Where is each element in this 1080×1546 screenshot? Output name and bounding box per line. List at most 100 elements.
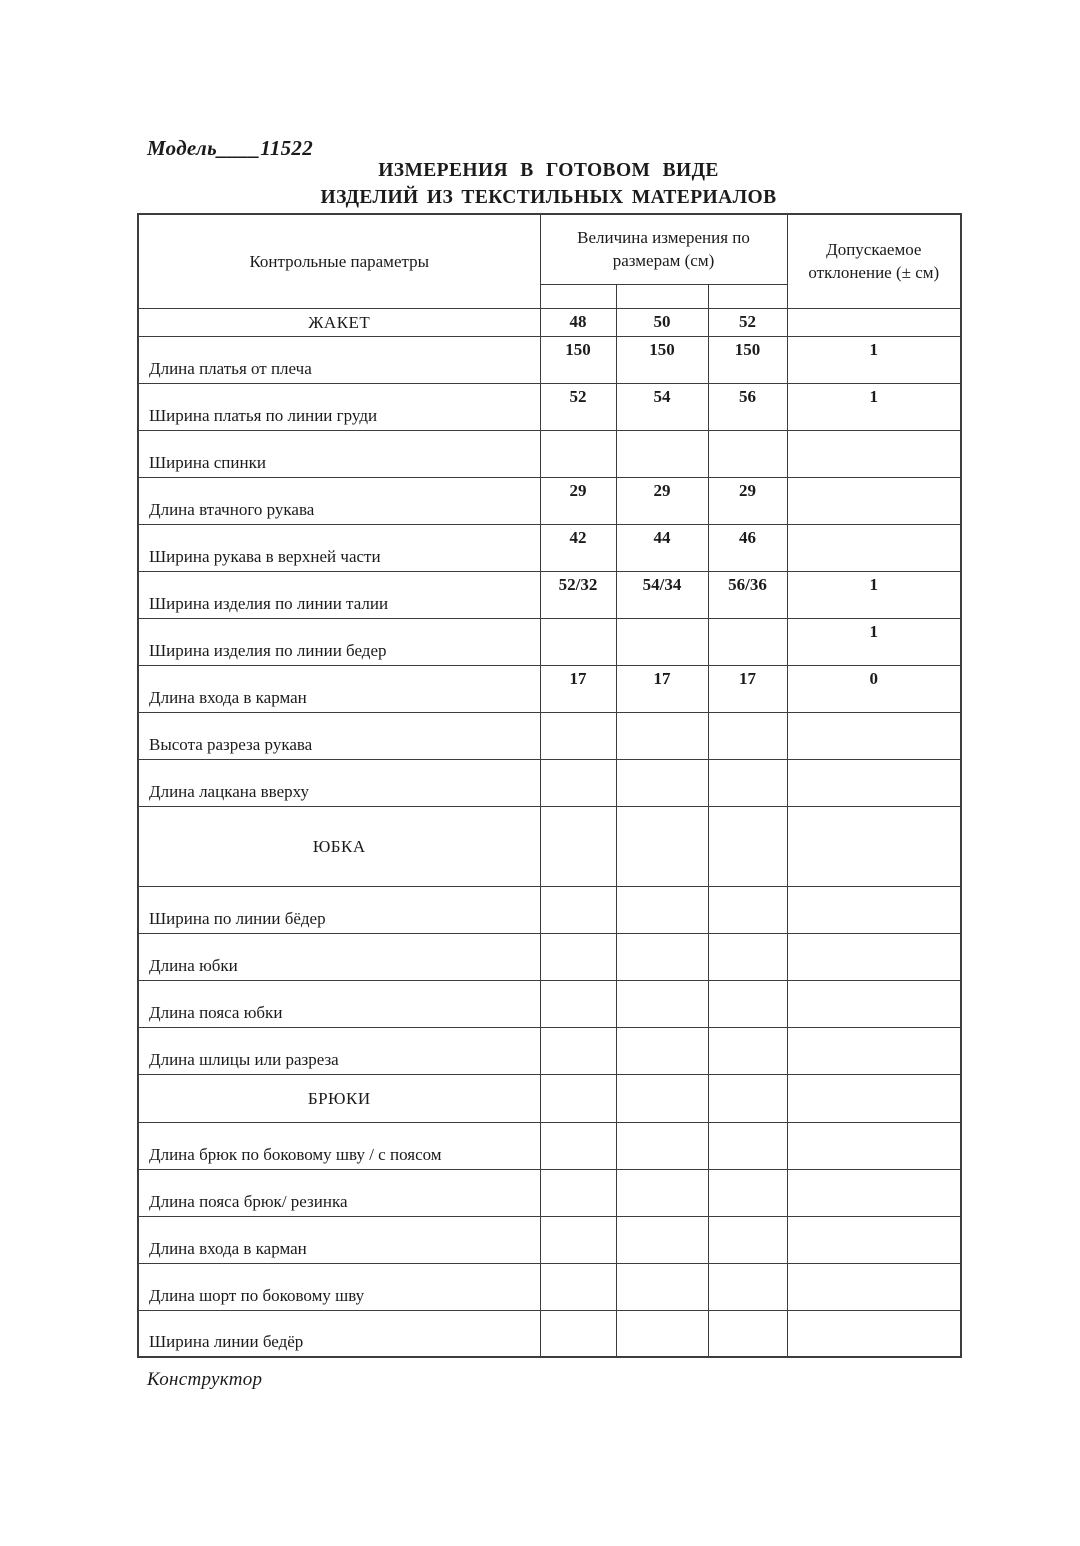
tolerance-cell xyxy=(786,429,962,478)
table-row: Ширина рукава в верхней части 42 44 46 xyxy=(137,523,962,572)
parameter-cell: Длина пояса брюк/ резинка xyxy=(137,1168,541,1217)
tolerance-cell xyxy=(786,885,962,934)
table-body: ЖАКЕТ 48 50 52 Длина платья от плеча 150 150 15… xyxy=(137,307,962,1358)
table-row: Длина брюк по боковому шву / с поясом xyxy=(137,1121,962,1170)
size-1-cell xyxy=(539,1121,617,1170)
tolerance-cell xyxy=(786,1073,962,1123)
size-subcell-2 xyxy=(615,283,709,309)
title-line-1: ИЗМЕРЕНИЯ В ГОТОВОМ ВИДЕ xyxy=(378,160,719,181)
tolerance-cell: 1 xyxy=(786,617,962,666)
tolerance-cell xyxy=(786,932,962,981)
designer-signature-label: Конструктор xyxy=(147,1369,263,1390)
size-3-cell xyxy=(707,885,788,934)
table-row: Ширина по линии бёдер xyxy=(137,885,962,934)
size-1-cell xyxy=(539,617,617,666)
table-row: Длина шлицы или разреза xyxy=(137,1026,962,1075)
size-3-cell xyxy=(707,932,788,981)
size-3-cell xyxy=(707,1309,788,1358)
parameter-cell: Ширина изделия по линии талии xyxy=(137,570,541,619)
size-2-cell xyxy=(615,617,709,666)
size-1-cell: 52/32 xyxy=(539,570,617,619)
parameter-cell: ЮБКА xyxy=(137,805,541,887)
measurements-table: Контрольные параметры Величина измерения… xyxy=(137,213,963,1358)
size-3-cell xyxy=(707,617,788,666)
size-1-cell xyxy=(539,711,617,760)
parameter-cell: Длина входа в карман xyxy=(137,664,541,713)
parameter-cell: Длина шорт по боковому шву xyxy=(137,1262,541,1311)
size-1-cell xyxy=(539,1215,617,1264)
table-row: Ширина платья по линии груди 52 54 56 1 xyxy=(137,382,962,431)
parameter-cell: Ширина линии бедёр xyxy=(137,1309,541,1358)
size-3-cell xyxy=(707,979,788,1028)
size-3-cell xyxy=(707,429,788,478)
table-row: ЖАКЕТ 48 50 52 xyxy=(137,307,962,337)
header-allowed-deviation: Допускаемое отклонение (± см) xyxy=(786,213,962,309)
size-3-cell xyxy=(707,1168,788,1217)
size-2-cell xyxy=(615,1026,709,1075)
table-row: Длина платья от плеча 150 150 150 1 xyxy=(137,335,962,384)
table-row: Ширина линии бедёр xyxy=(137,1309,962,1358)
size-subcell-1 xyxy=(539,283,617,309)
size-2-cell xyxy=(615,711,709,760)
size-1-cell xyxy=(539,1073,617,1123)
size-1-cell xyxy=(539,1026,617,1075)
parameter-cell: Ширина по линии бёдер xyxy=(137,885,541,934)
size-3-cell: 150 xyxy=(707,335,788,384)
size-2-cell xyxy=(615,1215,709,1264)
size-1-cell xyxy=(539,1262,617,1311)
size-2-cell xyxy=(615,885,709,934)
size-2-cell xyxy=(615,979,709,1028)
size-3-cell: 52 xyxy=(707,307,788,337)
size-2-cell xyxy=(615,932,709,981)
size-2-cell: 54/34 xyxy=(615,570,709,619)
table-row: Длина пояса брюк/ резинка xyxy=(137,1168,962,1217)
parameter-cell: Длина входа в карман xyxy=(137,1215,541,1264)
size-1-cell xyxy=(539,1168,617,1217)
size-3-cell xyxy=(707,805,788,887)
tolerance-cell: 1 xyxy=(786,382,962,431)
size-1-cell: 42 xyxy=(539,523,617,572)
size-2-cell xyxy=(615,805,709,887)
size-3-cell: 56/36 xyxy=(707,570,788,619)
size-2-cell xyxy=(615,1168,709,1217)
size-3-cell: 17 xyxy=(707,664,788,713)
header-row: Контрольные параметры Величина измерения… xyxy=(137,213,962,309)
size-1-cell xyxy=(539,1309,617,1358)
size-1-cell: 48 xyxy=(539,307,617,337)
parameter-cell: Длина платья от плеча xyxy=(137,335,541,384)
size-1-cell xyxy=(539,885,617,934)
size-1-cell xyxy=(539,805,617,887)
table-row: Длина входа в карман xyxy=(137,1215,962,1264)
table-row: Длина юбки xyxy=(137,932,962,981)
table-row: Длина лацкана вверху xyxy=(137,758,962,807)
size-3-cell xyxy=(707,1215,788,1264)
size-2-cell: 17 xyxy=(615,664,709,713)
tolerance-cell xyxy=(786,711,962,760)
parameter-cell: Длина втачного рукава xyxy=(137,476,541,525)
size-1-cell xyxy=(539,932,617,981)
parameter-cell: Ширина спинки xyxy=(137,429,541,478)
size-3-cell xyxy=(707,1262,788,1311)
size-subcell-3 xyxy=(707,283,788,309)
parameter-cell: Длина шлицы или разреза xyxy=(137,1026,541,1075)
table-row: Высота разреза рукава xyxy=(137,711,962,760)
tolerance-cell xyxy=(786,1262,962,1311)
table-row: Длина входа в карман 17 17 17 0 xyxy=(137,664,962,713)
size-1-cell xyxy=(539,979,617,1028)
tolerance-cell: 1 xyxy=(786,335,962,384)
size-1-cell: 29 xyxy=(539,476,617,525)
size-1-cell xyxy=(539,429,617,478)
parameter-cell: Ширина рукава в верхней части xyxy=(137,523,541,572)
size-2-cell xyxy=(615,1073,709,1123)
size-2-cell: 54 xyxy=(615,382,709,431)
size-3-cell: 56 xyxy=(707,382,788,431)
parameter-cell: БРЮКИ xyxy=(137,1073,541,1123)
table-row: Длина втачного рукава 29 29 29 xyxy=(137,476,962,525)
size-2-cell: 50 xyxy=(615,307,709,337)
table-row: Ширина изделия по линии талии 52/32 54/34 5… xyxy=(137,570,962,619)
parameter-cell: Длина пояса юбки xyxy=(137,979,541,1028)
parameter-cell: Длина брюк по боковому шву / с поясом xyxy=(137,1121,541,1170)
size-1-cell: 17 xyxy=(539,664,617,713)
tolerance-cell xyxy=(786,979,962,1028)
